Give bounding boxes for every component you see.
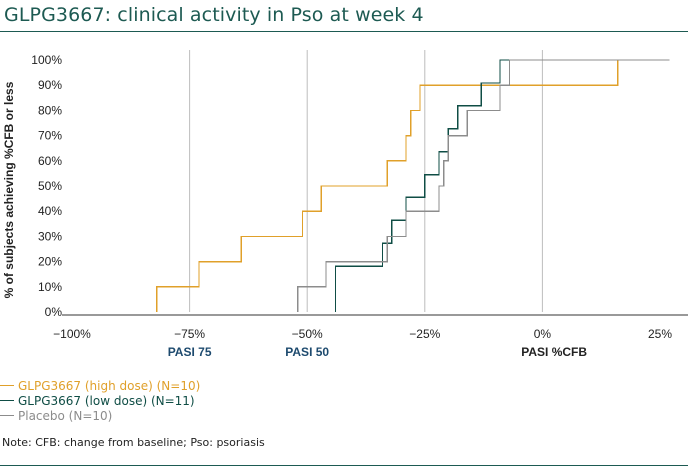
title-divider [0, 31, 688, 32]
step-chart: 0% 10% 20% 30% 40% 50% 60% 70% 80% 90% 100% −100% −7… [2, 50, 688, 359]
footnote: Note: CFB: change from baseline; Pso: ps… [2, 436, 265, 449]
y-tick-label: 20% [38, 255, 62, 269]
y-tick-label: 70% [38, 129, 62, 143]
series-line-0 [156, 60, 619, 312]
legend-item-low: GLPG3667 (low dose) (N=11) [0, 393, 200, 408]
y-tick-label: 80% [38, 103, 62, 117]
legend-label-high: GLPG3667 (high dose) (N=10) [18, 378, 201, 393]
x-tick-label: 25% [648, 327, 672, 341]
x-axis-title: PASI %CFB [521, 345, 587, 359]
series-line-2 [297, 59, 670, 312]
legend-swatch-low [0, 400, 14, 401]
y-tick-label: 60% [38, 154, 62, 168]
x-tick-label: 0% [534, 327, 552, 341]
x-tick-label: −75% [174, 327, 205, 341]
series-group [156, 59, 670, 312]
chart-title: GLPG3667: clinical activity in Pso at we… [4, 4, 424, 26]
legend-label-low: GLPG3667 (low dose) (N=11) [18, 393, 195, 408]
legend-label-placebo: Placebo (N=10) [18, 408, 113, 423]
y-tick-label: 30% [38, 229, 62, 243]
reference-label: PASI 75 [168, 345, 212, 359]
y-tick-label: 50% [38, 179, 62, 193]
x-tick-label: −25% [409, 327, 440, 341]
grid-lines [189, 50, 543, 312]
legend-item-placebo: Placebo (N=10) [0, 408, 200, 423]
y-tick-label: 0% [45, 305, 63, 319]
y-tick-label: 90% [38, 78, 62, 92]
y-tick-label: 40% [38, 204, 62, 218]
tick-labels: 0% 10% 20% 30% 40% 50% 60% 70% 80% 90% 100% −100% −7… [2, 53, 672, 359]
y-tick-label: 100% [31, 53, 62, 67]
x-tick-label: −100% [53, 327, 91, 341]
x-tick-label: −50% [292, 327, 323, 341]
y-tick-label: 10% [38, 280, 62, 294]
bottom-divider [0, 465, 688, 466]
legend: GLPG3667 (high dose) (N=10) GLPG3667 (lo… [0, 378, 200, 423]
legend-item-high: GLPG3667 (high dose) (N=10) [0, 378, 200, 393]
y-axis-title: % of subjects achieving %CFB or less [2, 81, 16, 298]
legend-swatch-high [0, 385, 14, 386]
legend-swatch-placebo [0, 415, 14, 416]
reference-label: PASI 50 [285, 345, 329, 359]
